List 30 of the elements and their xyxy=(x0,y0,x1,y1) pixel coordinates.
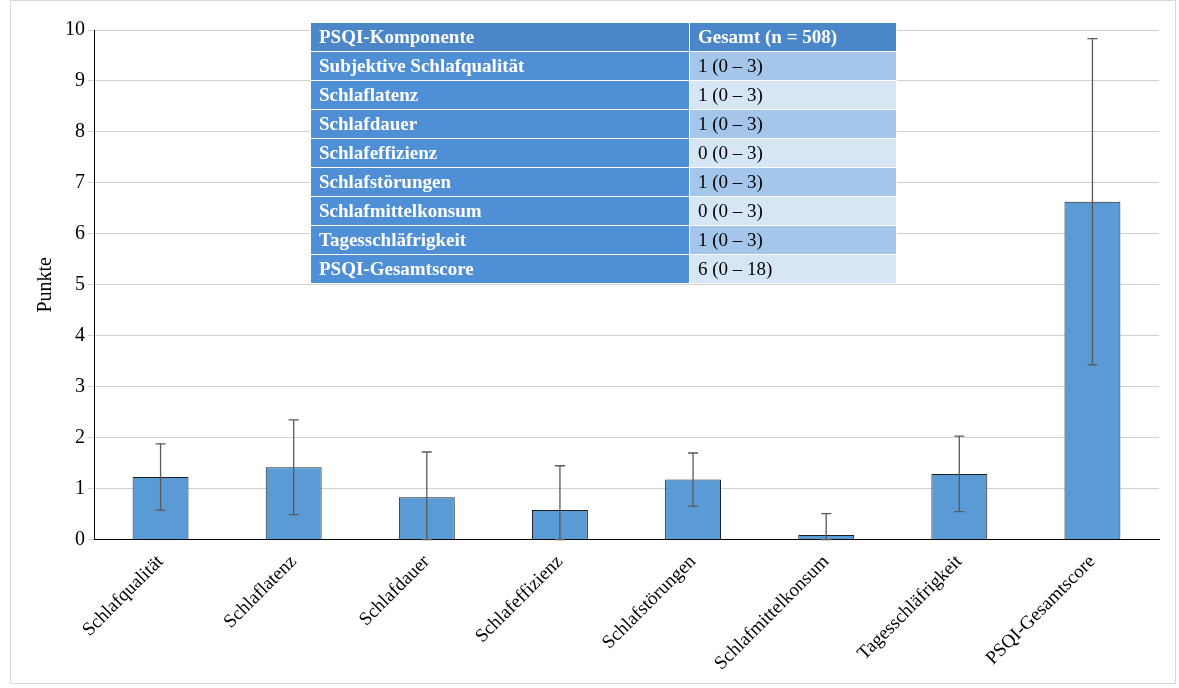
annotation: Schlaflatenz xyxy=(310,80,690,110)
annotation: Schlafeffizienz xyxy=(310,138,690,168)
annotation: PSQI-Gesamtscore xyxy=(310,254,690,284)
annotation: 0 (0 – 3) xyxy=(689,138,897,168)
y-tick-label: 9 xyxy=(75,68,85,91)
y-tick-label: 1 xyxy=(75,475,85,498)
y-tick-label: 0 xyxy=(75,526,85,549)
annotation: PSQI-Komponente xyxy=(310,22,690,52)
annotation: Gesamt (n = 508) xyxy=(689,22,897,52)
annotation: Schlafstörungen xyxy=(310,167,690,197)
y-tick-label: 10 xyxy=(65,17,85,40)
y-tick-label: 5 xyxy=(75,272,85,295)
annotation: Schlafmittelkonsum xyxy=(310,196,690,226)
annotation: 0 (0 – 3) xyxy=(689,196,897,226)
y-tick-label: 2 xyxy=(75,424,85,447)
annotation: 1 (0 – 3) xyxy=(689,80,897,110)
y-tick-label: 4 xyxy=(75,323,85,346)
annotation: Schlafdauer xyxy=(310,109,690,139)
annotation: Tagesschläfrigkeit xyxy=(310,225,690,255)
annotation: 1 (0 – 3) xyxy=(689,167,897,197)
annotation: 1 (0 – 3) xyxy=(689,109,897,139)
annotation: 1 (0 – 3) xyxy=(689,225,897,255)
y-tick-label: 8 xyxy=(75,119,85,142)
annotation: 6 (0 – 18) xyxy=(689,254,897,284)
y-axis-title: Punkte xyxy=(33,256,56,313)
y-tick-label: 7 xyxy=(75,170,85,193)
annotation: Subjektive Schlafqualität xyxy=(310,51,690,81)
y-tick-label: 6 xyxy=(75,221,85,244)
y-tick-label: 3 xyxy=(75,374,85,397)
annotation: 1 (0 – 3) xyxy=(689,51,897,81)
